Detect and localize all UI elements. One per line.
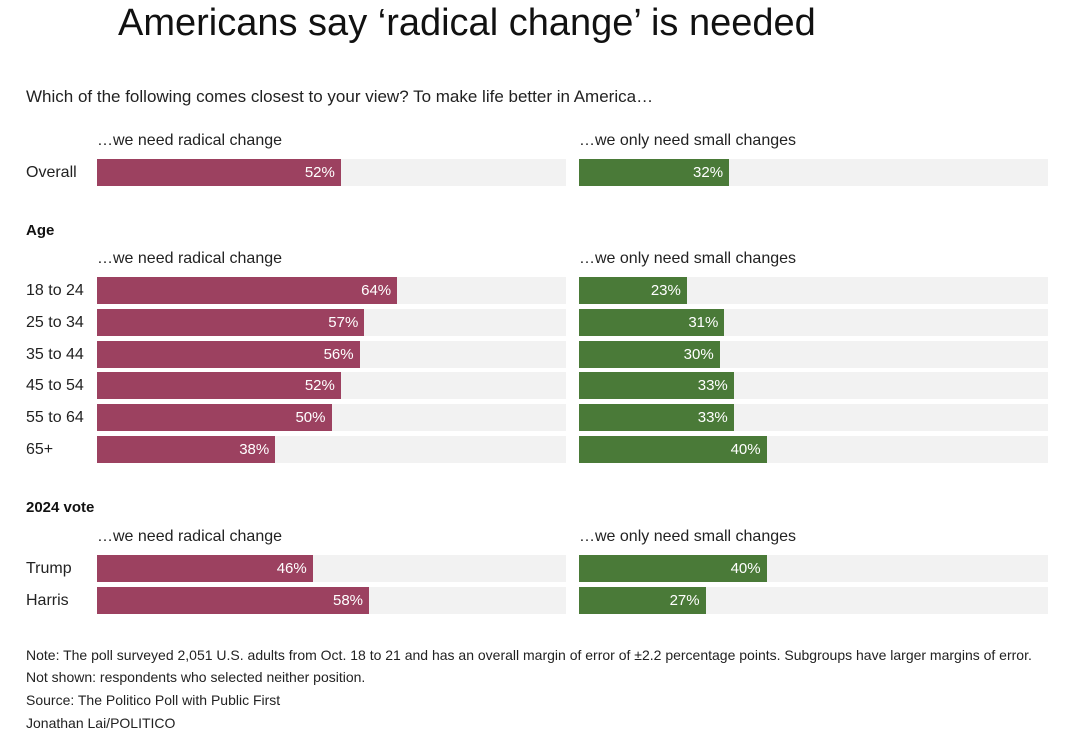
bar-radical: 38% (97, 436, 276, 463)
chart-row: 65+ 38% 40% (0, 436, 1080, 463)
bar-radical: 58% (97, 586, 370, 614)
column-header-small: …we only need small changes (579, 132, 797, 149)
chart-row: 18 to 24 64% 23% (0, 277, 1080, 304)
chart-row: 55 to 64 50% 33% (0, 404, 1080, 432)
bar-value-label: 27% (669, 591, 700, 609)
bar-track-small: 27% (579, 586, 1048, 614)
row-label: 18 to 24 (26, 282, 84, 299)
chart-row: Overall 52% 32% (0, 159, 1080, 186)
bar-value-label: 40% (730, 441, 761, 458)
bar-small: 33% (579, 372, 734, 400)
bar-radical: 56% (97, 340, 360, 368)
bar-track-radical: 58% (97, 586, 566, 614)
bar-value-label: 58% (332, 591, 364, 609)
bar-value-label: 31% (688, 313, 719, 331)
chart-row: Harris 58% 27% (0, 586, 1080, 614)
footnote: Note: The poll surveyed 2,051 U.S. adult… (26, 647, 1032, 685)
bar-value-label: 56% (323, 345, 354, 363)
bar-value-label: 64% (361, 282, 392, 299)
bar-small: 31% (579, 308, 725, 336)
row-label: Overall (26, 164, 77, 181)
group-title: Age (26, 222, 55, 239)
bar-track-small: 40% (579, 555, 1048, 582)
chart-title: Americans say ‘radical change’ is needed (118, 2, 816, 44)
bar-value-label: 33% (697, 377, 728, 395)
column-header-small: …we only need small changes (579, 528, 797, 545)
bar-track-radical: 38% (97, 436, 566, 463)
bar-small: 23% (579, 277, 687, 304)
chart-row: Trump 46% 40% (0, 555, 1080, 582)
survey-question: Which of the following comes closest to … (26, 87, 654, 106)
bar-radical: 46% (97, 555, 313, 582)
bar-value-label: 57% (328, 313, 359, 331)
row-label: Trump (26, 560, 72, 577)
bar-track-radical: 56% (97, 340, 566, 368)
group-title: 2024 vote (26, 499, 95, 516)
bar-track-radical: 46% (97, 555, 566, 582)
chart-row: 35 to 44 56% 30% (0, 340, 1080, 368)
bar-value-label: 33% (697, 409, 728, 427)
row-label: 65+ (26, 441, 54, 458)
bar-value-label: 38% (239, 441, 270, 458)
row-label: 25 to 34 (26, 313, 84, 331)
bar-radical: 57% (97, 308, 365, 336)
bar-small: 32% (579, 159, 730, 186)
bar-small: 30% (579, 340, 720, 368)
bar-small: 40% (579, 436, 767, 463)
bar-radical: 52% (97, 372, 341, 400)
chart-row: 25 to 34 57% 31% (0, 308, 1080, 336)
bar-value-label: 40% (730, 560, 761, 577)
source-line: Source: The Politico Poll with Public Fi… (26, 692, 281, 708)
bar-track-small: 30% (579, 340, 1048, 368)
bar-value-label: 32% (693, 164, 724, 181)
bar-small: 27% (579, 586, 706, 614)
bar-track-radical: 64% (97, 277, 566, 304)
bar-track-small: 32% (579, 159, 1048, 186)
bar-track-small: 40% (579, 436, 1048, 463)
bar-track-small: 33% (579, 404, 1048, 432)
chart-row: 45 to 54 52% 33% (0, 372, 1080, 400)
row-label: 35 to 44 (26, 345, 84, 363)
bar-track-radical: 57% (97, 308, 566, 336)
column-header-radical: …we need radical change (97, 250, 283, 267)
column-header-small: …we only need small changes (579, 250, 797, 267)
bar-track-small: 31% (579, 308, 1048, 336)
bar-value-label: 52% (304, 164, 335, 181)
bar-radical: 50% (97, 404, 332, 432)
bar-radical: 52% (97, 159, 341, 186)
bar-track-small: 23% (579, 277, 1048, 304)
column-header-radical: …we need radical change (97, 528, 283, 545)
bar-small: 33% (579, 404, 734, 432)
bar-track-small: 33% (579, 372, 1048, 400)
bar-track-radical: 50% (97, 404, 566, 432)
bar-value-label: 30% (683, 345, 714, 363)
bar-track-radical: 52% (97, 372, 566, 400)
bar-value-label: 50% (295, 409, 326, 427)
bar-track-radical: 52% (97, 159, 566, 186)
bar-radical: 64% (97, 277, 398, 304)
row-label: Harris (26, 591, 69, 609)
row-label: 55 to 64 (26, 409, 84, 427)
column-header-radical: …we need radical change (97, 132, 283, 149)
bar-value-label: 52% (304, 377, 335, 395)
bar-small: 40% (579, 555, 767, 582)
row-label: 45 to 54 (26, 377, 84, 395)
bar-value-label: 23% (650, 282, 681, 299)
credit-line: Jonathan Lai/POLITICO (26, 715, 176, 731)
bar-value-label: 46% (276, 560, 307, 577)
